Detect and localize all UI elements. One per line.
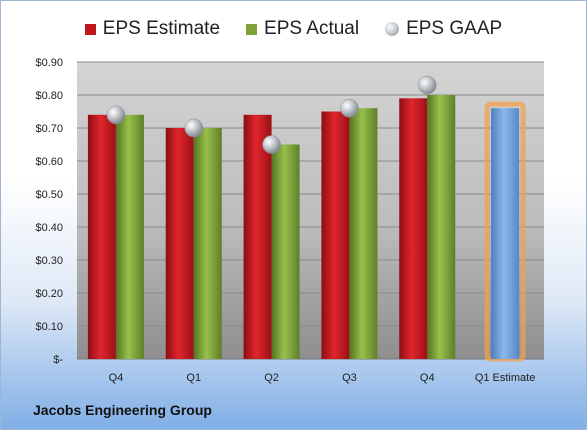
y-tick-label: $-: [53, 354, 63, 366]
bar-eps-actual: [115, 114, 144, 359]
bar-eps-estimate: [243, 114, 272, 359]
x-tick-label: Q2: [264, 372, 279, 384]
y-axis-ticks: $- $0.10 $0.20 $0.30 $0.40 $0.50 $0.60 $0.70 $0.…: [35, 57, 63, 366]
legend-item-estimate: EPS Estimate: [84, 18, 221, 40]
chart-legend: EPS Estimate EPS Actual EPS GAAP: [0, 14, 587, 44]
y-tick-label: $0.70: [35, 123, 63, 135]
marker-eps-gaap: [418, 75, 437, 95]
legend-item-gaap: EPS GAAP: [385, 18, 502, 40]
y-tick-label: $0.60: [35, 156, 63, 168]
x-axis-ticks: Q4 Q1 Q2 Q3 Q4 Q1 Estimate: [109, 372, 536, 384]
company-name: Jacobs Engineering Group: [33, 402, 212, 418]
legend-swatch-estimate: [84, 23, 96, 35]
y-tick-label: $0.50: [35, 189, 63, 201]
legend-label-gaap: EPS GAAP: [406, 18, 503, 39]
bar-eps-actual: [349, 108, 378, 359]
plot-area: [77, 62, 544, 359]
legend-label-actual: EPS Actual: [264, 18, 360, 39]
y-tick-label: $0.10: [35, 321, 63, 333]
y-tick-label: $0.30: [35, 255, 63, 267]
x-tick-label: Q3: [342, 372, 357, 384]
marker-eps-gaap: [184, 118, 203, 138]
y-tick-label: $0.40: [35, 222, 63, 234]
x-tick-label: Q4: [420, 372, 435, 384]
bar-eps-actual: [427, 95, 456, 359]
gaap-markers: [106, 75, 437, 154]
marker-eps-gaap: [262, 135, 281, 154]
y-tick-label: $0.20: [35, 288, 63, 300]
marker-eps-gaap: [106, 105, 126, 125]
legend-swatch-actual: [246, 23, 258, 35]
x-tick-label: Q1 Estimate: [475, 372, 536, 384]
bar-eps-forecast: [491, 108, 520, 359]
bar-eps-estimate: [399, 98, 428, 360]
bar-eps-estimate: [87, 114, 116, 359]
y-tick-label: $0.80: [35, 90, 63, 102]
bar-eps-actual: [271, 144, 300, 359]
bars: [87, 95, 526, 362]
legend-label-estimate: EPS Estimate: [102, 18, 221, 39]
bar-eps-estimate: [165, 128, 194, 359]
legend-marker-gaap: [385, 22, 400, 36]
x-tick-label: Q4: [109, 372, 124, 384]
bar-eps-actual: [193, 128, 222, 359]
bar-eps-estimate: [321, 111, 350, 359]
gridlines: [77, 61, 544, 360]
legend-item-actual: EPS Actual: [246, 18, 359, 40]
x-tick-label: Q1: [186, 372, 201, 384]
marker-eps-gaap: [340, 98, 359, 118]
y-tick-label: $0.90: [35, 57, 63, 69]
